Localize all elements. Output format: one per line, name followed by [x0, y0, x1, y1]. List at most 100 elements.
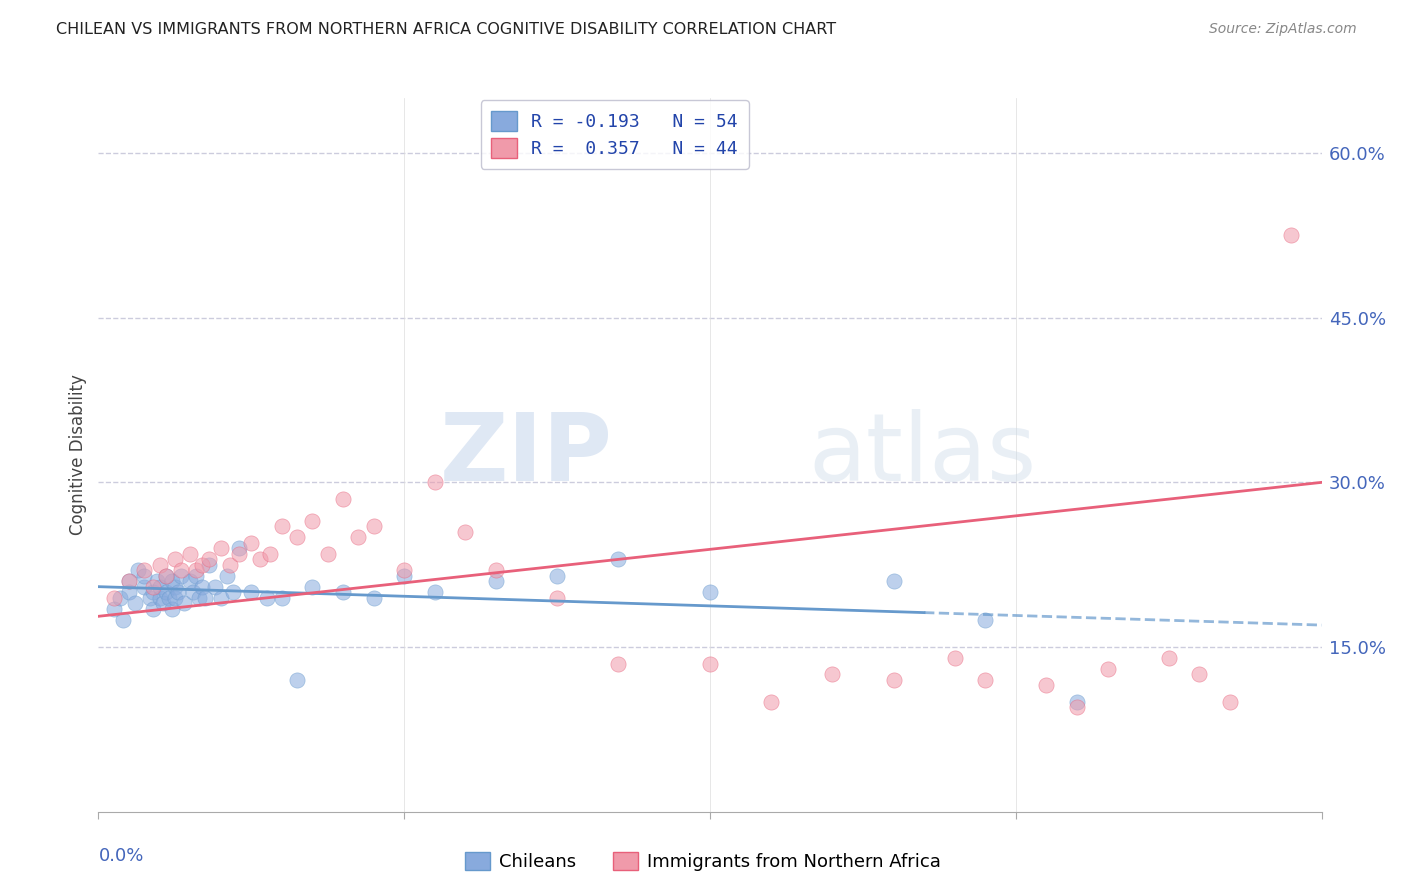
Text: CHILEAN VS IMMIGRANTS FROM NORTHERN AFRICA COGNITIVE DISABILITY CORRELATION CHAR: CHILEAN VS IMMIGRANTS FROM NORTHERN AFRI… [56, 22, 837, 37]
Point [108, 591, 131, 605]
Point [363, 591, 385, 605]
Point [699, 657, 721, 671]
Point [191, 558, 214, 572]
Point [179, 547, 201, 561]
Point [423, 585, 446, 599]
Point [124, 596, 146, 610]
Point [194, 591, 217, 605]
Point [301, 580, 323, 594]
Point [118, 574, 141, 589]
Point [423, 475, 446, 490]
Point [1279, 228, 1302, 243]
Point [607, 657, 630, 671]
Point [285, 673, 308, 687]
Point [219, 558, 242, 572]
Point [191, 580, 214, 594]
Point [270, 519, 292, 533]
Point [1066, 700, 1088, 714]
Point [228, 541, 250, 556]
Point [155, 585, 177, 599]
Point [103, 591, 125, 605]
Point [240, 535, 263, 549]
Point [256, 591, 278, 605]
Point [173, 596, 195, 610]
Point [181, 585, 204, 599]
Point [160, 601, 183, 615]
Point [179, 574, 201, 589]
Point [163, 591, 186, 605]
Point [157, 591, 180, 605]
Point [1219, 695, 1241, 709]
Point [1066, 695, 1088, 709]
Point [149, 591, 172, 605]
Point [485, 563, 508, 577]
Point [111, 613, 134, 627]
Point [118, 585, 141, 599]
Point [301, 514, 323, 528]
Point [215, 568, 238, 582]
Point [167, 585, 190, 599]
Point [1188, 667, 1211, 681]
Point [392, 563, 416, 577]
Point [170, 568, 193, 582]
Point [186, 568, 208, 582]
Point [332, 585, 354, 599]
Point [134, 568, 156, 582]
Point [149, 558, 172, 572]
Point [163, 580, 186, 594]
Point [142, 601, 165, 615]
Point [285, 530, 308, 544]
Point [1097, 662, 1119, 676]
Point [134, 580, 156, 594]
Text: 0.0%: 0.0% [98, 847, 143, 865]
Point [454, 524, 477, 539]
Point [974, 673, 997, 687]
Point [155, 568, 177, 582]
Text: atlas: atlas [808, 409, 1036, 501]
Point [142, 585, 165, 599]
Point [197, 558, 219, 572]
Point [392, 568, 416, 582]
Y-axis label: Cognitive Disability: Cognitive Disability [69, 375, 87, 535]
Point [316, 547, 339, 561]
Point [249, 552, 271, 566]
Point [347, 530, 370, 544]
Point [134, 563, 156, 577]
Point [332, 491, 354, 506]
Point [209, 591, 232, 605]
Text: Source: ZipAtlas.com: Source: ZipAtlas.com [1209, 22, 1357, 37]
Point [142, 580, 165, 594]
Point [149, 580, 172, 594]
Point [485, 574, 508, 589]
Point [259, 547, 281, 561]
Point [222, 585, 245, 599]
Point [139, 591, 162, 605]
Point [821, 667, 844, 681]
Legend: Chileans, Immigrants from Northern Africa: Chileans, Immigrants from Northern Afric… [458, 845, 948, 879]
Point [546, 568, 568, 582]
Point [240, 585, 263, 599]
Point [160, 574, 183, 589]
Point [197, 552, 219, 566]
Point [974, 613, 997, 627]
Point [145, 574, 167, 589]
Point [163, 552, 186, 566]
Point [883, 574, 905, 589]
Point [699, 585, 721, 599]
Point [1035, 678, 1057, 692]
Legend: R = -0.193   N = 54, R =  0.357   N = 44: R = -0.193 N = 54, R = 0.357 N = 44 [481, 100, 748, 169]
Point [270, 591, 292, 605]
Point [152, 596, 174, 610]
Point [204, 580, 226, 594]
Point [943, 651, 966, 665]
Point [118, 574, 141, 589]
Point [607, 552, 630, 566]
Point [103, 601, 125, 615]
Point [883, 673, 905, 687]
Point [1157, 651, 1180, 665]
Point [186, 563, 208, 577]
Point [170, 563, 193, 577]
Point [209, 541, 232, 556]
Point [155, 568, 177, 582]
Point [363, 519, 385, 533]
